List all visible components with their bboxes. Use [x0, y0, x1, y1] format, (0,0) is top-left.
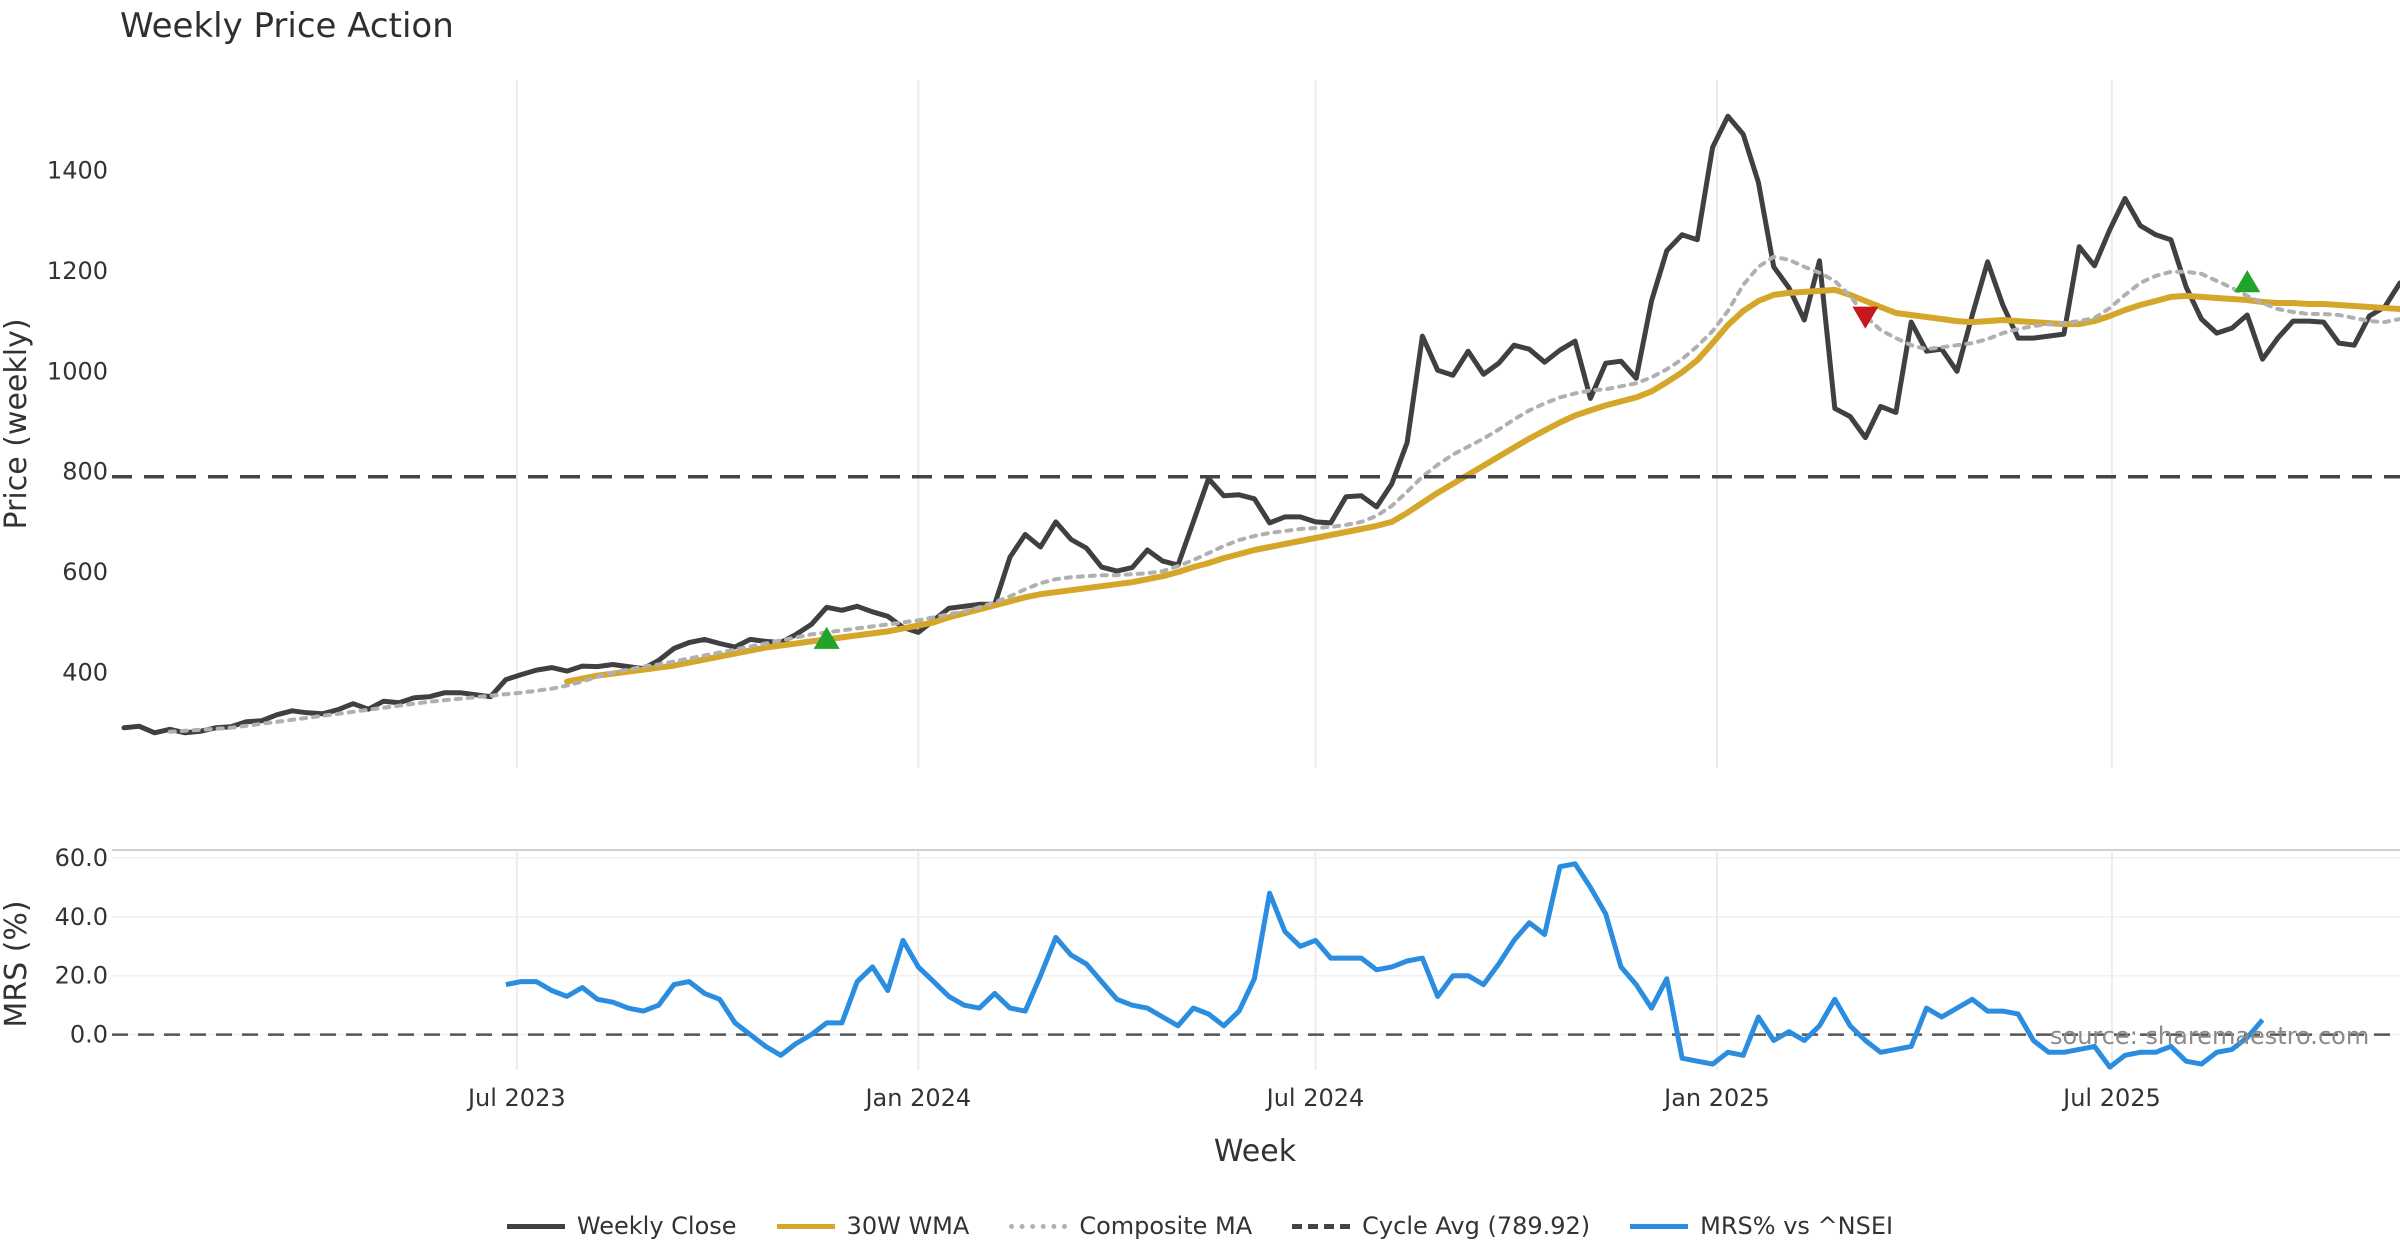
page-title: Weekly Price Action	[120, 6, 454, 46]
x-axis-title: Week	[1214, 1134, 1297, 1169]
legend-swatch	[1009, 1223, 1068, 1229]
y-tick-label: 1200	[47, 257, 108, 285]
legend-swatch	[1630, 1223, 1689, 1229]
buy-signal-marker	[813, 626, 840, 649]
x-tick-label: Jul 2025	[2061, 1084, 2161, 1112]
x-tick-label: Jul 2023	[466, 1084, 566, 1112]
chart-legend: Weekly Close 30W WMA Composite MA Cycle Avg…	[0, 1212, 2400, 1240]
y-tick-label: 1400	[47, 156, 108, 184]
legend-swatch	[506, 1223, 565, 1229]
y-tick-label: 600	[62, 558, 108, 586]
legend-label: MRS% vs ^NSEI	[1700, 1212, 1894, 1240]
legend-item: Composite MA	[1009, 1212, 1252, 1240]
y-tick-label: 20.0	[55, 962, 108, 990]
legend-label: Composite MA	[1079, 1212, 1253, 1240]
y-axis-title: Price (weekly)	[0, 318, 34, 529]
source-label: source: sharemaestro.com	[2050, 1022, 2370, 1050]
y-tick-label: 0.0	[70, 1021, 108, 1049]
y-tick-label: 60.0	[55, 844, 108, 872]
legend-item: Weekly Close	[506, 1212, 737, 1240]
buy-signal-marker	[2234, 270, 2261, 293]
y-tick-label: 800	[62, 458, 108, 486]
legend-label: 30W WMA	[846, 1212, 970, 1240]
weekly-close-line	[121, 113, 2400, 736]
legend-label: Cycle Avg (789.92)	[1362, 1212, 1591, 1240]
composite-ma-line	[167, 254, 2400, 734]
legend-swatch	[1292, 1223, 1351, 1229]
legend-item: 30W WMA	[776, 1212, 970, 1240]
sell-signal-marker	[1852, 306, 1879, 329]
y-tick-label: 40.0	[55, 903, 108, 931]
y-tick-label: 1000	[47, 357, 108, 385]
legend-label: Weekly Close	[576, 1212, 737, 1240]
legend-item: Cycle Avg (789.92)	[1292, 1212, 1590, 1240]
y-axis-title-mrs: MRS (%)	[0, 900, 34, 1027]
wma-line	[564, 286, 2400, 685]
y-tick-label: 400	[62, 659, 108, 687]
legend-item: MRS% vs ^NSEI	[1630, 1212, 1893, 1240]
legend-swatch	[776, 1223, 835, 1229]
x-tick-label: Jan 2025	[1662, 1084, 1770, 1112]
mrs-line	[505, 861, 2265, 1070]
x-tick-label: Jul 2024	[1265, 1084, 1365, 1112]
x-tick-label: Jan 2024	[863, 1084, 971, 1112]
